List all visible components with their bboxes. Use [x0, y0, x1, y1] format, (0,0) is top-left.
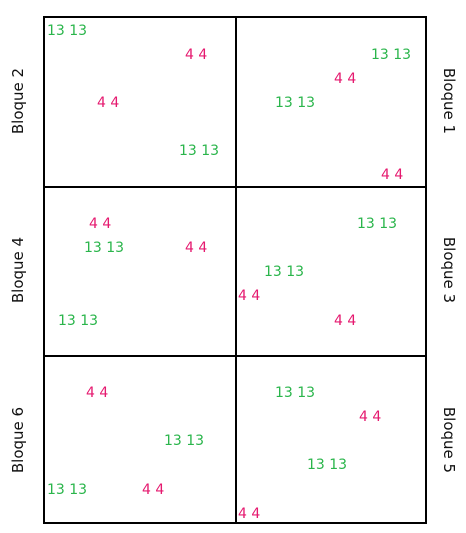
- marker-magenta: 4 4: [238, 288, 261, 304]
- marker-green: 13 13: [84, 240, 125, 256]
- block-label-6: Bloque 6: [9, 406, 27, 474]
- marker-green: 13 13: [275, 95, 316, 111]
- marker-green: 13 13: [58, 313, 99, 329]
- marker-magenta: 4 4: [359, 409, 382, 425]
- marker-green: 13 13: [275, 385, 316, 401]
- block-grid: [43, 16, 427, 524]
- marker-magenta: 4 4: [185, 240, 208, 256]
- marker-magenta: 4 4: [334, 71, 357, 87]
- block-label-2: Bloque 2: [9, 67, 27, 135]
- marker-magenta: 4 4: [86, 385, 109, 401]
- marker-green: 13 13: [357, 216, 398, 232]
- marker-green: 13 13: [307, 457, 348, 473]
- marker-green: 13 13: [164, 433, 205, 449]
- marker-magenta: 4 4: [381, 167, 404, 183]
- marker-green: 13 13: [47, 23, 88, 39]
- marker-magenta: 4 4: [142, 482, 165, 498]
- marker-green: 13 13: [264, 264, 305, 280]
- block-label-5: Bloque 5: [440, 406, 458, 474]
- marker-green: 13 13: [371, 47, 412, 63]
- grid-divider-row-2: [45, 355, 425, 357]
- block-label-4: Bloque 4: [9, 236, 27, 304]
- block-label-3: Bloque 3: [440, 236, 458, 304]
- marker-magenta: 4 4: [97, 95, 120, 111]
- grid-divider-vertical: [235, 18, 237, 522]
- marker-green: 13 13: [179, 143, 220, 159]
- grid-divider-row-1: [45, 186, 425, 188]
- marker-magenta: 4 4: [185, 47, 208, 63]
- marker-magenta: 4 4: [334, 313, 357, 329]
- marker-magenta: 4 4: [89, 216, 112, 232]
- marker-green: 13 13: [47, 482, 88, 498]
- block-label-1: Bloque 1: [440, 67, 458, 135]
- marker-magenta: 4 4: [238, 506, 261, 522]
